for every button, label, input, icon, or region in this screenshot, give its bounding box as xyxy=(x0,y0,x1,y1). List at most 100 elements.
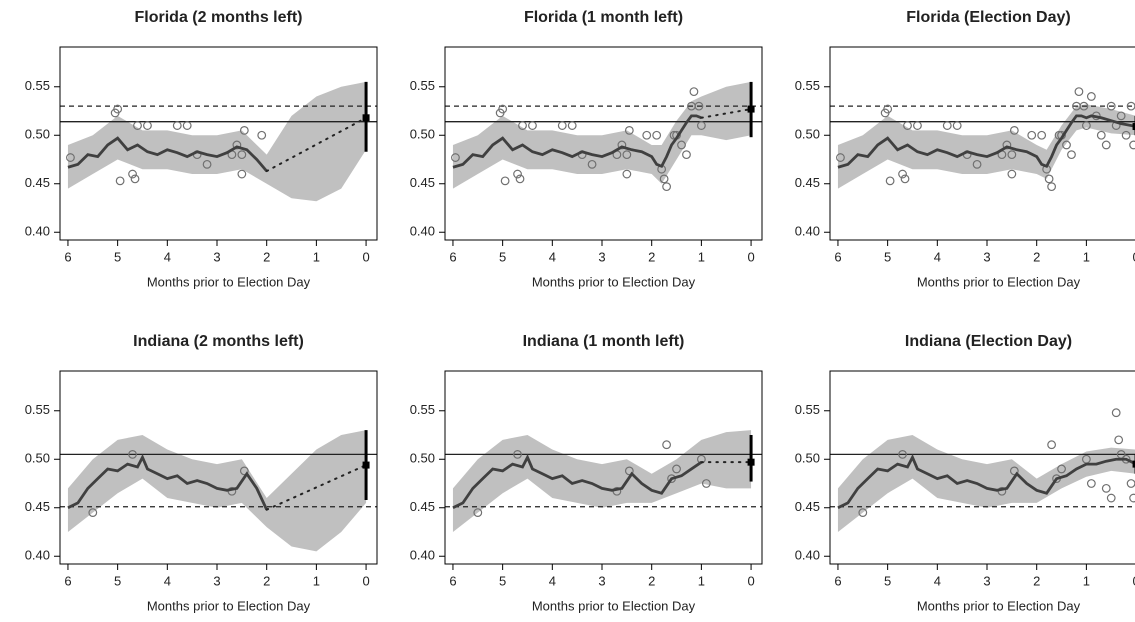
poll-point xyxy=(143,121,152,130)
poll-point xyxy=(528,121,537,130)
poll-point xyxy=(652,130,662,140)
uncertainty-band xyxy=(837,104,1135,189)
plot-area xyxy=(60,81,377,202)
plot-frame xyxy=(59,46,378,241)
poll-point xyxy=(88,508,98,517)
x-tick-label: 0 xyxy=(747,573,754,588)
poll-point xyxy=(1009,466,1019,476)
poll-point xyxy=(885,176,895,186)
forecast-point xyxy=(362,461,370,469)
panel: Florida (Election Day) 0.40 0.45 0.50 0.55 6 5… xyxy=(795,9,1135,289)
poll-point xyxy=(1101,140,1111,150)
poll-point xyxy=(587,159,597,169)
x-tick-label: 0 xyxy=(1132,249,1135,264)
y-tick-label: 0.45 xyxy=(410,499,435,514)
poll-point xyxy=(1129,493,1135,503)
x-tick-label: 1 xyxy=(1083,573,1090,588)
poll-point xyxy=(518,121,527,130)
x-tick-label: 6 xyxy=(834,573,841,588)
panel-title: Florida (1 month left) xyxy=(524,9,683,26)
poll-point xyxy=(451,153,460,162)
x-tick-label: 1 xyxy=(1083,249,1090,264)
poll-point xyxy=(942,121,952,130)
poll-point xyxy=(513,450,522,459)
x-tick-label: 3 xyxy=(983,249,990,264)
poll-point xyxy=(1096,130,1106,140)
poll-point xyxy=(130,174,140,184)
x-tick-label: 4 xyxy=(549,573,556,588)
y-tick-label: 0.40 xyxy=(795,548,820,563)
panel: Indiana (Election Day) 0.40 0.45 0.50 0.55 6 5… xyxy=(795,333,1135,613)
y-tick-label: 0.40 xyxy=(410,224,435,239)
x-tick-label: 6 xyxy=(834,249,841,264)
poll-point xyxy=(1126,479,1135,488)
x-axis-label: Months prior to Election Day xyxy=(532,274,696,289)
x-tick-label: 4 xyxy=(549,249,556,264)
poll-point xyxy=(66,153,75,162)
plot-area xyxy=(830,87,1135,192)
uncertainty-band xyxy=(67,81,367,202)
poll-point xyxy=(498,104,508,114)
poll-point xyxy=(696,121,706,130)
uncertainty-band xyxy=(67,430,367,552)
trend-line xyxy=(452,114,702,169)
x-axis-label: Months prior to Election Day xyxy=(532,598,696,613)
y-tick-label: 0.45 xyxy=(25,499,50,514)
poll-point xyxy=(624,466,634,476)
poll-point xyxy=(1129,140,1135,150)
y-tick-label: 0.55 xyxy=(410,402,435,417)
x-axis-label: Months prior to Election Day xyxy=(147,598,311,613)
x-tick-label: 5 xyxy=(114,573,121,588)
panel-title: Indiana (2 months left) xyxy=(133,333,304,350)
y-tick-label: 0.55 xyxy=(25,78,50,93)
poll-point xyxy=(1081,121,1091,130)
poll-point xyxy=(836,153,845,162)
y-tick-label: 0.40 xyxy=(410,548,435,563)
poll-point xyxy=(677,140,686,150)
y-tick-label: 0.40 xyxy=(795,224,820,239)
trend-line xyxy=(67,136,268,173)
x-tick-label: 2 xyxy=(648,573,655,588)
x-tick-label: 1 xyxy=(698,573,705,588)
poll-point xyxy=(513,169,522,179)
poll-point xyxy=(1057,464,1066,474)
poll-point xyxy=(1086,479,1096,488)
poll-point xyxy=(567,121,577,130)
poll-point xyxy=(1002,140,1012,150)
trend-line xyxy=(837,454,1135,510)
y-tick-label: 0.50 xyxy=(25,451,50,466)
poll-point xyxy=(672,464,681,474)
y-tick-label: 0.45 xyxy=(795,175,820,190)
trend-line xyxy=(452,454,703,510)
poll-point xyxy=(622,150,632,160)
panel: Florida (2 months left) 0.40 0.45 0.50 0.55 6… xyxy=(25,9,378,289)
x-tick-label: 6 xyxy=(64,573,71,588)
y-tick-label: 0.40 xyxy=(25,548,50,563)
poll-point xyxy=(1007,169,1017,179)
panel: Florida (1 month left) 0.40 0.45 0.50 0.55 6 5… xyxy=(410,9,763,289)
x-tick-label: 5 xyxy=(114,249,121,264)
poll-point xyxy=(1027,130,1037,140)
poll-point xyxy=(232,140,242,150)
y-tick-label: 0.55 xyxy=(410,78,435,93)
x-axis-label: Months prior to Election Day xyxy=(917,274,1081,289)
poll-point xyxy=(128,169,137,179)
plot-frame xyxy=(444,370,763,565)
y-tick-label: 0.40 xyxy=(25,224,50,239)
x-tick-label: 2 xyxy=(263,249,270,264)
y-tick-label: 0.50 xyxy=(795,127,820,142)
poll-point xyxy=(128,450,137,459)
x-tick-label: 4 xyxy=(934,573,941,588)
plot-frame xyxy=(829,46,1135,241)
poll-point xyxy=(1114,435,1124,445)
poll-point xyxy=(1037,130,1047,140)
x-axis-label: Months prior to Election Day xyxy=(917,598,1081,613)
plot-area xyxy=(445,81,762,192)
poll-point xyxy=(1111,408,1121,418)
x-tick-label: 1 xyxy=(313,573,320,588)
plot-area xyxy=(60,430,377,552)
poll-point xyxy=(701,479,711,488)
poll-point xyxy=(1074,87,1084,97)
x-axis-label: Months prior to Election Day xyxy=(147,274,311,289)
poll-point xyxy=(557,121,567,130)
